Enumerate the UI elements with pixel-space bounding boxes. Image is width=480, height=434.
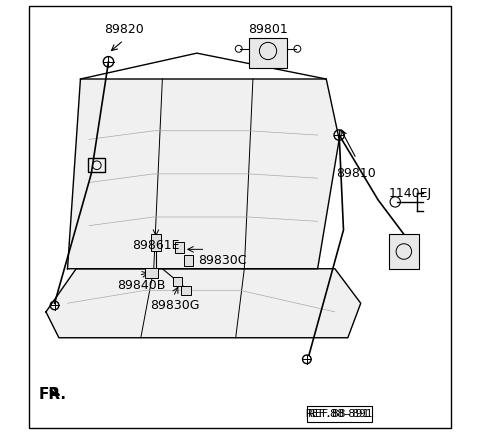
Bar: [88, 158, 106, 172]
Bar: [307, 406, 372, 422]
Text: 89830G: 89830G: [151, 299, 200, 312]
Polygon shape: [68, 79, 339, 269]
Text: 89820: 89820: [104, 23, 144, 36]
Polygon shape: [46, 269, 361, 338]
Text: 89861E: 89861E: [132, 239, 180, 252]
Text: 1140EJ: 1140EJ: [389, 187, 432, 200]
Text: REF.88-891: REF.88-891: [308, 409, 371, 419]
Bar: [151, 234, 161, 251]
Bar: [175, 242, 184, 253]
Text: 89840B: 89840B: [117, 279, 165, 293]
Bar: [173, 277, 182, 286]
Bar: [183, 255, 193, 266]
Bar: [249, 38, 288, 68]
Bar: [180, 286, 192, 295]
Text: 89830C: 89830C: [199, 253, 247, 266]
Text: FR.: FR.: [38, 387, 66, 402]
Text: REF.88-891: REF.88-891: [305, 409, 373, 419]
Text: 89810: 89810: [336, 168, 376, 181]
Text: 89801: 89801: [248, 23, 288, 36]
Bar: [145, 268, 158, 279]
Bar: [389, 234, 419, 269]
